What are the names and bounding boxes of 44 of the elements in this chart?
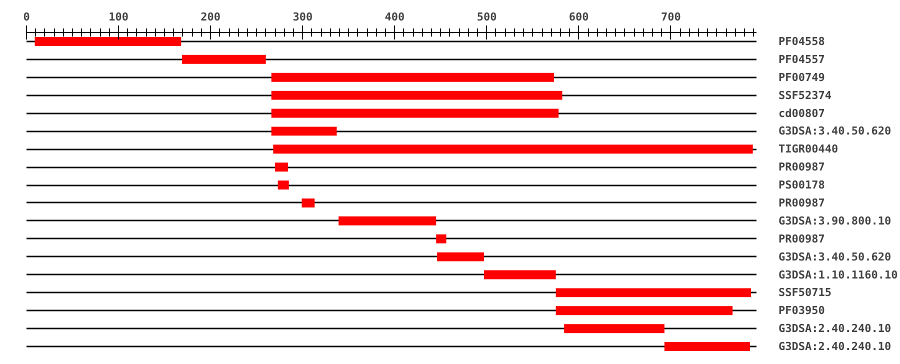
y-tick-label: G3DSA:3.40.50.620	[778, 250, 892, 264]
y-tick-label: G3DSA:1.10.1160.10	[778, 268, 898, 282]
bar	[271, 108, 559, 118]
y-tick-label: G3DSA:3.90.800.10	[778, 214, 892, 228]
y-tick-label: SSF52374	[778, 88, 832, 102]
x-tick-label: 500	[476, 10, 497, 24]
y-tick-label: G3DSA:2.40.240.10	[778, 322, 892, 336]
bar	[664, 342, 750, 352]
bar	[484, 270, 556, 280]
y-tick-label: PR00987	[778, 196, 825, 210]
y-tick-label: PF00749	[778, 70, 825, 84]
y-tick-label: SSF50715	[778, 286, 832, 300]
y-tick-label: cd00807	[778, 106, 825, 120]
y-tick-label: G3DSA:2.40.240.10	[778, 340, 892, 354]
bar	[275, 162, 288, 172]
bar	[271, 90, 562, 100]
bar	[437, 252, 484, 262]
y-tick-label: PR00987	[778, 232, 825, 246]
bar	[564, 324, 664, 334]
bar	[556, 306, 733, 316]
y-tick-label: PR00987	[778, 160, 825, 174]
bar	[271, 126, 337, 136]
bar	[34, 36, 182, 46]
bar	[338, 216, 436, 226]
y-tick-label: PF03950	[778, 304, 825, 318]
bar	[182, 54, 266, 64]
x-tick-label: 300	[292, 10, 313, 24]
x-tick-label: 0	[23, 10, 30, 24]
bar	[436, 234, 446, 244]
x-tick-label: 700	[660, 10, 681, 24]
bar	[278, 180, 289, 190]
y-tick-label: PF04557	[778, 52, 825, 66]
y-tick-label: G3DSA:3.40.50.620	[778, 124, 892, 138]
bar	[302, 198, 315, 208]
y-tick-label: PF04558	[778, 34, 825, 48]
bar	[271, 72, 554, 82]
x-tick-label: 100	[108, 10, 128, 24]
bar	[556, 288, 751, 298]
y-tick-label: PS00178	[778, 178, 825, 192]
x-tick-label: 600	[568, 10, 589, 24]
bar	[273, 144, 753, 154]
x-tick-label: 400	[384, 10, 405, 24]
x-tick-label: 200	[200, 10, 221, 24]
y-tick-label: TIGR00440	[778, 142, 838, 156]
